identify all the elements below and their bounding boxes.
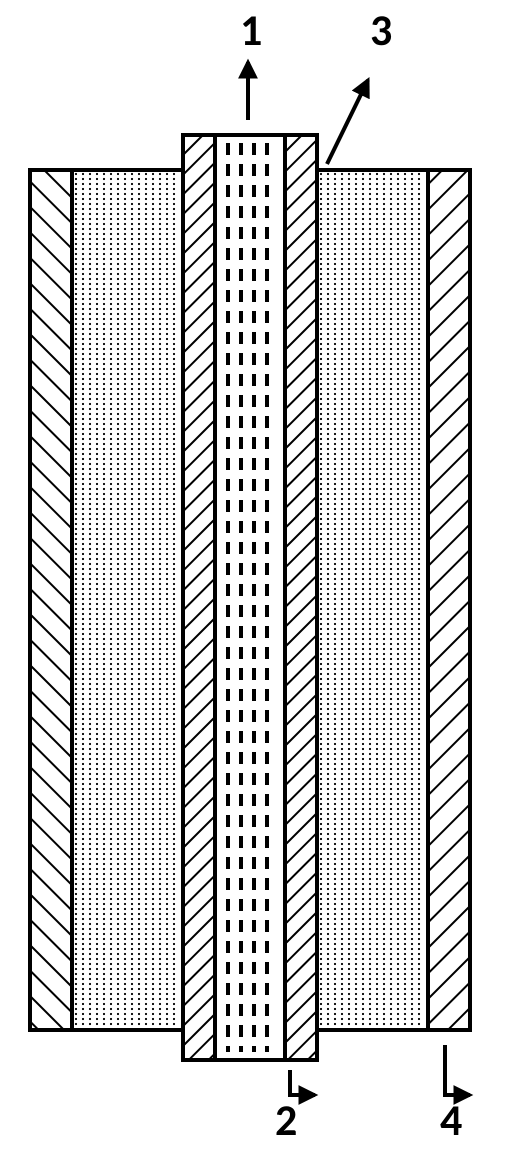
arrow-2 bbox=[290, 1070, 315, 1095]
label-1: 1 bbox=[240, 3, 262, 57]
inner-sleeve-left bbox=[183, 135, 215, 1060]
label-2: 2 bbox=[275, 1093, 297, 1147]
label-3: 3 bbox=[370, 3, 392, 57]
label-4: 4 bbox=[440, 1093, 462, 1147]
outer-shell-right bbox=[428, 170, 470, 1030]
center-core bbox=[215, 135, 285, 1060]
leader-3 bbox=[327, 80, 368, 164]
arrow-4 bbox=[445, 1045, 470, 1095]
outer-shell-left bbox=[30, 170, 72, 1030]
inner-sleeve-right bbox=[285, 135, 317, 1060]
diagram-root bbox=[30, 135, 470, 1060]
